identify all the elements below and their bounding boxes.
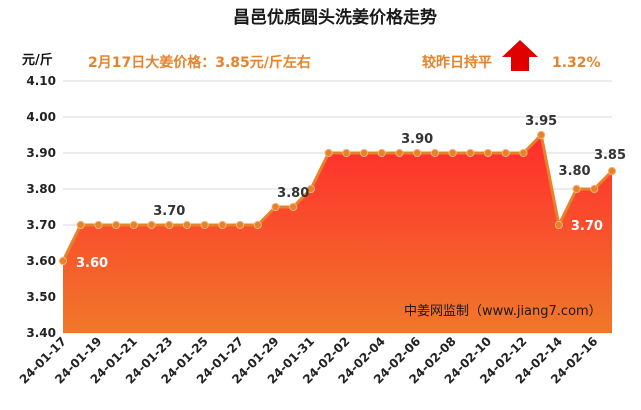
data-point (271, 202, 280, 212)
y-tick-label: 4.10 (26, 74, 56, 88)
data-label: 3.95 (525, 114, 557, 129)
compare-label: 较昨日持平 (422, 54, 492, 71)
data-labels: 3.603.703.803.903.953.703.803.85 (76, 114, 626, 271)
data-markers (58, 130, 617, 266)
price-area (63, 135, 612, 333)
data-point (218, 220, 227, 230)
data-point (377, 148, 386, 158)
y-axis-unit: 元/斤 (22, 52, 53, 68)
data-point (112, 220, 121, 230)
data-label: 3.80 (277, 186, 309, 201)
data-point (607, 166, 617, 176)
y-axis-ticks: 3.40 3.50 3.60 3.70 3.80 3.90 4.00 4.10 (26, 74, 56, 340)
data-point (448, 148, 457, 158)
data-point (253, 220, 262, 230)
y-tick-label: 3.60 (26, 254, 56, 268)
data-point (466, 148, 475, 158)
data-label: 3.60 (76, 256, 108, 271)
y-tick-label: 4.00 (26, 110, 56, 124)
data-label: 3.80 (559, 164, 591, 179)
y-tick-label: 3.50 (26, 290, 56, 304)
change-percent: 1.32% (552, 55, 601, 71)
data-point (413, 148, 422, 158)
data-point (501, 148, 510, 158)
data-point (182, 220, 192, 230)
y-tick-label: 3.70 (26, 218, 56, 232)
data-point (430, 148, 440, 158)
price-note: 2月17日大姜价格：3.85元/斤左右 (88, 54, 311, 71)
data-point (58, 256, 68, 266)
watermark: 中姜网监制（www.jiang7.com） (404, 304, 602, 319)
data-point (94, 220, 103, 230)
data-label: 3.90 (401, 132, 433, 147)
data-point (129, 220, 138, 230)
y-tick-label: 3.40 (26, 326, 56, 340)
data-point (519, 148, 528, 158)
data-point (483, 148, 493, 158)
data-label: 3.70 (153, 204, 185, 219)
data-point (235, 220, 245, 230)
data-point (537, 130, 546, 140)
data-point (395, 148, 404, 158)
y-tick-label: 3.90 (26, 146, 56, 160)
data-label: 3.70 (571, 219, 603, 234)
data-point (306, 184, 316, 194)
data-point (76, 220, 85, 230)
up-arrow-icon (502, 40, 538, 71)
data-point (590, 184, 599, 194)
data-point (324, 148, 333, 158)
data-label: 3.85 (594, 148, 626, 163)
data-point (200, 220, 209, 230)
x-axis-ticks: 24-01-1724-01-1924-01-2124-01-2324-01-25… (17, 334, 601, 386)
data-point (289, 202, 298, 212)
data-point (572, 184, 581, 194)
data-point (359, 148, 369, 158)
data-point (147, 220, 156, 230)
data-point (165, 220, 174, 230)
data-point (554, 220, 563, 230)
y-tick-label: 3.80 (26, 182, 56, 196)
data-point (342, 148, 351, 158)
chart-title: 昌邑优质圆头洗姜价格走势 (233, 7, 437, 28)
